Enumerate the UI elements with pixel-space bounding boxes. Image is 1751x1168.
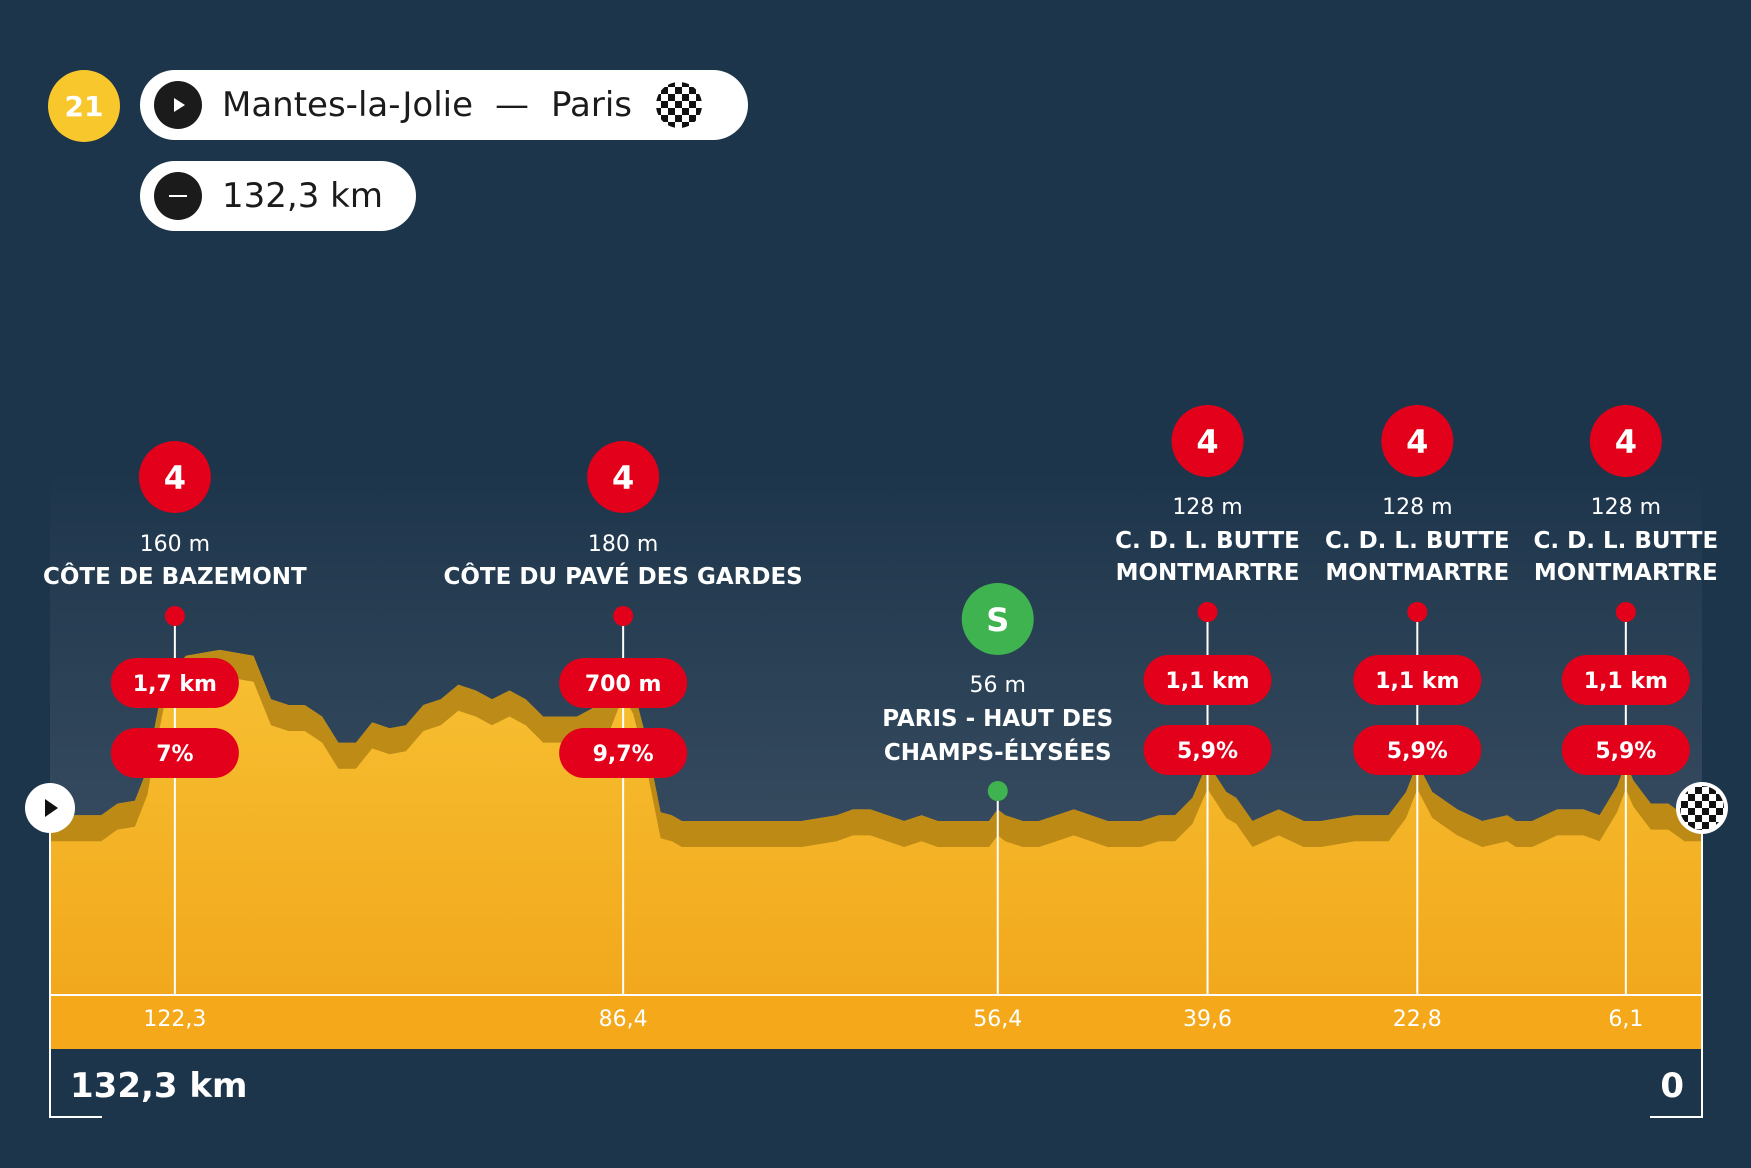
sprint-badge — [961, 583, 1034, 655]
km-label: 122,3 — [143, 1007, 206, 1032]
climb-marker: 4 128 m C. D. L. BUTTE MONTMARTRE 1,1 km 5,9%… — [1115, 405, 1300, 1032]
category-badge — [1589, 405, 1662, 477]
stage-number: 21 — [64, 89, 104, 123]
category-label: 4 — [1406, 423, 1428, 461]
category-label: 4 — [1196, 423, 1218, 461]
climb-gradient-pill — [559, 728, 688, 778]
climb-name-line1: C. D. L. BUTTE — [1533, 528, 1718, 554]
climb-length-pill — [1561, 655, 1690, 705]
category-label: 4 — [612, 459, 634, 497]
checkered-flag-icon — [654, 80, 704, 130]
climb-gradient-pill — [110, 728, 239, 778]
climb-name: CÔTE DU PAVÉ DES GARDES — [444, 562, 803, 590]
climb-name: CÔTE DE BAZEMONT — [43, 562, 307, 590]
km-label: 22,8 — [1393, 1007, 1442, 1032]
climb-name-line1: C. D. L. BUTTE — [1325, 528, 1510, 554]
climb-gradient-pill — [1143, 725, 1272, 775]
km-label: 6,1 — [1608, 1007, 1643, 1032]
climb-altitude: 160 m — [140, 532, 210, 557]
route-distance: 132,3 km — [222, 176, 383, 216]
climb-name-line1: C. D. L. BUTTE — [1115, 528, 1300, 554]
climb-gradient: 9,7% — [593, 742, 654, 767]
climb-altitude: 128 m — [1172, 495, 1242, 520]
climb-name-line2: MONTMARTRE — [1325, 560, 1509, 586]
category-label: 4 — [1615, 423, 1637, 461]
climb-gradient-pill — [1561, 725, 1690, 775]
route-finish: Paris — [551, 85, 632, 125]
climb-summit-dot — [1407, 602, 1428, 622]
climb-altitude: 180 m — [588, 532, 658, 557]
flag-checks — [1680, 786, 1724, 830]
sprint-point-dot — [987, 781, 1008, 801]
climb-length-pill — [1353, 655, 1482, 705]
play-icon — [154, 81, 202, 129]
stage-number-badge: 21 — [48, 70, 120, 142]
sprint-name-line2: CHAMPS-ÉLYSÉES — [884, 738, 1112, 766]
category-label: 4 — [164, 459, 186, 497]
km-label: 86,4 — [599, 1007, 648, 1032]
km-label: 56,4 — [973, 1007, 1022, 1032]
terrain-edge — [50, 649, 1702, 847]
sprint-altitude: 56 m — [970, 673, 1026, 698]
category-badge — [587, 441, 660, 513]
sprint-badge-label: S — [986, 601, 1009, 639]
climb-length-pill — [110, 658, 239, 708]
km-label: 39,6 — [1183, 1007, 1232, 1032]
climb-marker: 4 160 m CÔTE DE BAZEMONT 1,7 km 7% 122,3 — [43, 441, 307, 1032]
distance-band — [50, 995, 1702, 1049]
climb-length-pill — [559, 658, 688, 708]
climb-summit-dot — [1615, 602, 1636, 622]
climb-length: 700 m — [585, 672, 662, 697]
finish-marker: 0 — [1650, 782, 1728, 1118]
axis-end-label: 0 — [1660, 1066, 1684, 1106]
climb-summit-dot — [164, 606, 185, 626]
start-marker: 132,3 km — [25, 783, 247, 1118]
route-start: Mantes-la-Jolie — [222, 85, 474, 125]
climb-length: 1,1 km — [1375, 669, 1459, 694]
climb-gradient: 5,9% — [1595, 739, 1656, 764]
category-badge — [138, 441, 211, 513]
route-separator: — — [495, 85, 530, 125]
climb-marker: 4 128 m C. D. L. BUTTE MONTMARTRE 1,1 km 5,9%… — [1533, 405, 1718, 1032]
checkered-flag-icon — [1676, 782, 1728, 834]
axis-start-label: 132,3 km — [70, 1066, 247, 1106]
climb-summit-dot — [613, 606, 634, 626]
climb-gradient: 7% — [156, 742, 193, 767]
climb-name-line2: MONTMARTRE — [1116, 560, 1300, 586]
climb-summit-dot — [1197, 602, 1218, 622]
route-pill: Mantes-la-Jolie — Paris — [140, 70, 748, 140]
climb-gradient-pill — [1353, 725, 1482, 775]
sprint-name-line1: PARIS - HAUT DES — [882, 706, 1113, 732]
climb-altitude: 128 m — [1591, 495, 1661, 520]
distance-dash-icon — [154, 172, 202, 220]
climb-gradient: 5,9% — [1387, 739, 1448, 764]
climb-name-line2: MONTMARTRE — [1534, 560, 1718, 586]
climb-altitude: 128 m — [1382, 495, 1452, 520]
climb-gradient: 5,9% — [1177, 739, 1238, 764]
category-badge — [1171, 405, 1244, 477]
category-badge — [1381, 405, 1454, 477]
sprint-marker: S 56 m PARIS - HAUT DES CHAMPS-ÉLYSÉES 56,4 — [882, 583, 1113, 1032]
distance-pill: 132,3 km — [140, 161, 416, 231]
climb-length: 1,7 km — [133, 672, 217, 697]
climb-length: 1,1 km — [1584, 669, 1668, 694]
play-glyph — [45, 799, 58, 817]
climb-length-pill — [1143, 655, 1272, 705]
climb-marker: 4 180 m CÔTE DU PAVÉ DES GARDES 700 m 9,7% 86… — [444, 441, 803, 1032]
climb-marker: 4 128 m C. D. L. BUTTE MONTMARTRE 1,1 km 5,9%… — [1325, 405, 1510, 1032]
climb-length: 1,1 km — [1165, 669, 1249, 694]
